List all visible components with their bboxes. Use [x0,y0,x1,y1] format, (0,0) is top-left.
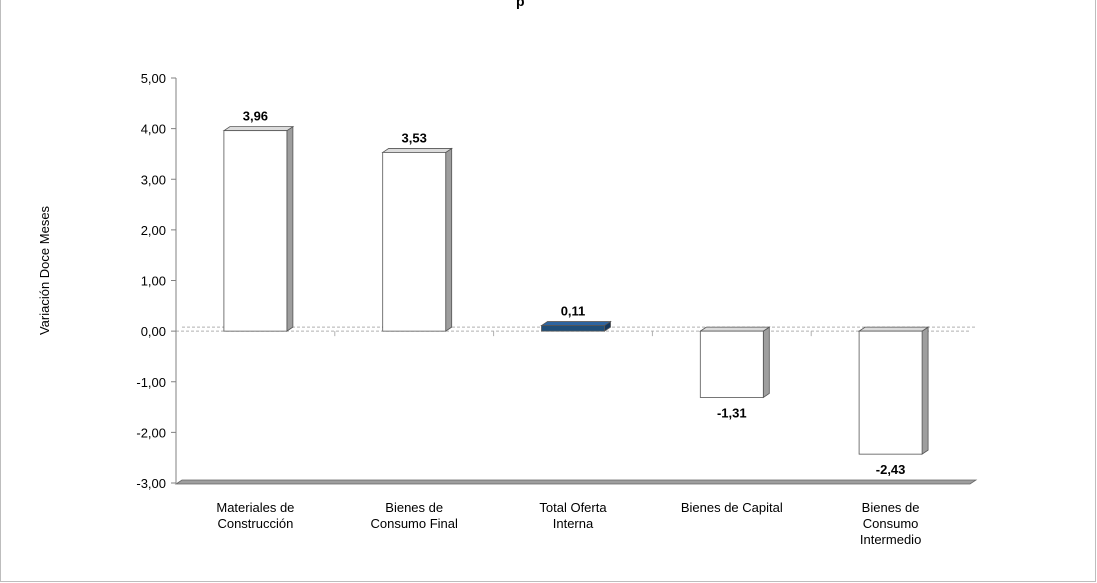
chart-floor [174,479,978,485]
category-label-line: Bienes de [385,500,443,515]
category-label-line: Bienes de [862,500,920,515]
chart-title-fragment: p [516,0,525,9]
bar-3 [698,326,771,399]
bar-top [540,321,612,326]
bar-front [223,130,288,332]
y-tick-label: -2,00 [136,425,166,440]
category-label-line: Bienes de Capital [681,500,783,515]
y-tick-label: 0,00 [141,324,166,339]
category-label-line: Consumo [863,516,919,531]
category-label: Bienes de Consumo Intermedio [860,500,921,547]
data-label: 0,11 [561,304,586,319]
data-label: -1,31 [717,405,747,420]
data-label: -2,43 [876,462,906,477]
bar-side [286,125,294,332]
bar-side [762,326,770,399]
bar-front [699,330,764,398]
y-tick-label: 4,00 [141,122,166,137]
category-label: Bienes de Capital [681,500,783,515]
category-label-line: Construcción [217,516,293,531]
y-tick-label: 1,00 [141,274,166,289]
data-label: 3,96 [243,109,268,124]
category-label-line: Total Oferta [539,500,607,515]
y-axis-title-group: Variación Doce Meses [37,205,52,335]
bar-top [381,148,454,153]
bar-top [222,126,295,132]
data-label: 3,53 [402,130,427,145]
category-label: Materiales de Construcción [216,500,294,531]
category-label-line: Intermedio [860,532,921,547]
category-label-line: Interna [553,516,594,531]
bar-side [445,147,453,332]
bar-front [541,325,605,332]
bar-2 [540,320,612,332]
bar-top [698,326,771,332]
plot-area: 5,00 4,00 3,00 2,00 1,00 0,00 -1,00 -2,00 -3,00 3… [136,71,978,547]
y-axis-title: Variación Doce Meses [37,205,52,335]
category-label-line: Materiales de [216,500,294,515]
bar-1 [381,147,454,332]
y-tick-label: 5,00 [141,71,166,86]
bar-top [857,326,930,332]
bar-0 [222,125,295,332]
category-label-line: Consumo Final [370,516,458,531]
category-label: Total Oferta Interna [539,500,607,531]
y-tick-label: 2,00 [141,223,166,238]
bar-4 [857,326,930,455]
bar-side [921,326,929,455]
bar-front [382,152,447,332]
category-label: Bienes de Consumo Final [370,500,458,531]
y-tick-label: -1,00 [136,375,166,390]
y-tick-label: -3,00 [136,476,166,491]
bar-front [858,330,923,455]
y-tick-label: 3,00 [141,172,166,187]
